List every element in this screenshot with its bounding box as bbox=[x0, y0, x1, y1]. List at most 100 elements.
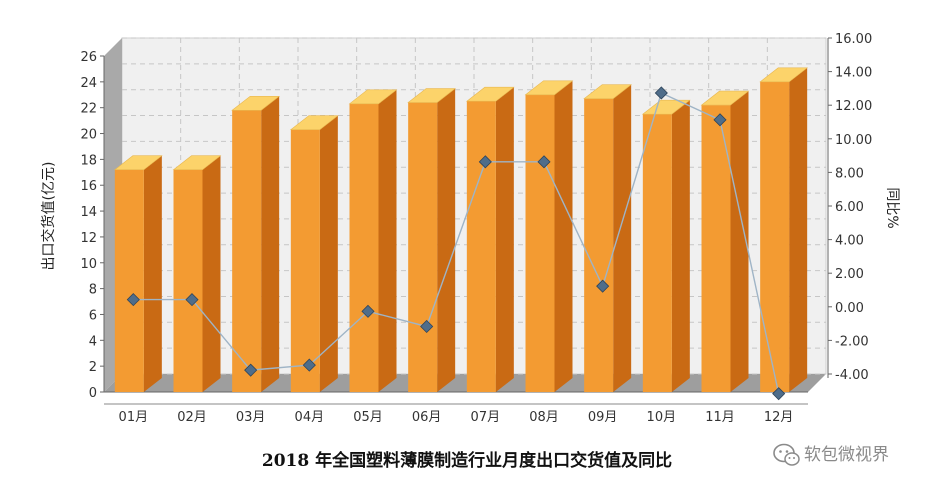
line-point bbox=[654, 86, 668, 100]
bar-top bbox=[289, 115, 339, 130]
y-tick-label: 20 bbox=[80, 128, 97, 143]
bar-side bbox=[554, 80, 573, 393]
tick-labels: 02468101214161820222426-4.00-2.000.002.0… bbox=[80, 32, 872, 425]
y2-tick-label: 16.00 bbox=[835, 32, 872, 47]
bar-side bbox=[730, 91, 749, 392]
x-tick-label: 03月 bbox=[236, 410, 266, 425]
x-tick-label: 11月 bbox=[705, 410, 735, 425]
bar-top bbox=[407, 88, 457, 103]
bar bbox=[231, 95, 281, 393]
bar-side bbox=[495, 87, 514, 392]
bar-front bbox=[525, 94, 555, 393]
bar bbox=[759, 67, 809, 392]
line-point bbox=[361, 304, 375, 318]
bar-top bbox=[524, 80, 574, 96]
x-tick-label: 10月 bbox=[647, 410, 677, 425]
y2-tick-label: 12.00 bbox=[835, 99, 872, 114]
bar-top bbox=[113, 155, 163, 171]
y-tick-label: 10 bbox=[80, 257, 97, 272]
x-tick-label: 04月 bbox=[295, 410, 325, 425]
bar-side bbox=[789, 67, 808, 392]
line-point bbox=[244, 363, 258, 377]
y-tick-label: 4 bbox=[89, 334, 97, 349]
series-line bbox=[133, 91, 780, 394]
bar-side bbox=[613, 84, 632, 393]
bar-top bbox=[641, 99, 691, 115]
x-tick-label: 06月 bbox=[412, 410, 442, 425]
bar-front bbox=[701, 105, 731, 392]
bar-front bbox=[349, 103, 379, 393]
line-point bbox=[537, 155, 551, 169]
y-axis-title: 出口交货值(亿元) bbox=[40, 162, 57, 271]
bar bbox=[348, 89, 398, 393]
bar-front bbox=[584, 98, 614, 393]
bar-front bbox=[760, 81, 790, 392]
bar-front bbox=[232, 110, 262, 393]
bar-top bbox=[759, 67, 809, 83]
y-tick-label: 12 bbox=[80, 231, 97, 246]
bar bbox=[524, 80, 574, 393]
x-tick-label: 05月 bbox=[353, 410, 383, 425]
bar-side bbox=[143, 155, 162, 392]
y2-tick-label: 4.00 bbox=[835, 234, 864, 249]
y2-tick-label: 8.00 bbox=[835, 166, 864, 181]
y2-axis-title: 同比% bbox=[884, 187, 900, 228]
line-point bbox=[713, 113, 727, 127]
chart-title: 2018 年全国塑料薄膜制造行业月度出口交货值及同比 bbox=[262, 450, 672, 471]
bar-side bbox=[671, 100, 690, 393]
x-tick-label: 12月 bbox=[764, 410, 794, 425]
bar-side bbox=[202, 155, 221, 392]
bar-front bbox=[173, 169, 203, 392]
bar bbox=[289, 115, 339, 393]
bar-top bbox=[465, 86, 515, 102]
line-point bbox=[420, 319, 434, 334]
watermark: 软包微视界 bbox=[773, 443, 889, 466]
y-tick-label: 14 bbox=[80, 205, 97, 220]
y-tick-label: 26 bbox=[80, 50, 97, 65]
line-point bbox=[478, 155, 492, 169]
bar-side bbox=[261, 96, 280, 393]
y-tick-label: 0 bbox=[89, 386, 97, 401]
bar bbox=[583, 84, 633, 393]
y2-tick-label: 0.00 bbox=[835, 301, 864, 316]
y-tick-label: 24 bbox=[80, 76, 97, 91]
x-tick-label: 07月 bbox=[471, 410, 501, 425]
y2-tick-label: 10.00 bbox=[835, 133, 872, 148]
y-tick-label: 18 bbox=[80, 153, 97, 168]
bar-top bbox=[348, 89, 398, 105]
y2-tick-label: -4.00 bbox=[835, 368, 869, 383]
bar-side bbox=[378, 89, 397, 393]
x-tick-label: 09月 bbox=[588, 410, 618, 425]
bar-front bbox=[408, 102, 438, 393]
y2-tick-label: 6.00 bbox=[835, 200, 864, 215]
bar bbox=[700, 90, 750, 392]
y2-tick-label: -2.00 bbox=[835, 334, 869, 349]
y-tick-label: 2 bbox=[89, 360, 97, 375]
line-point bbox=[126, 293, 140, 307]
bar-front bbox=[466, 101, 496, 392]
bar bbox=[407, 88, 457, 393]
bar-front bbox=[290, 129, 320, 392]
line-point bbox=[772, 387, 786, 401]
bar-side bbox=[319, 115, 338, 393]
x-tick-label: 08月 bbox=[529, 410, 559, 425]
y2-tick-label: 2.00 bbox=[835, 267, 864, 282]
bar bbox=[465, 86, 515, 392]
bar-top bbox=[700, 90, 750, 106]
bar bbox=[172, 155, 222, 392]
axes bbox=[100, 37, 832, 405]
bar-side bbox=[437, 88, 456, 393]
bar-top bbox=[172, 155, 222, 171]
line-point bbox=[596, 279, 610, 293]
bar-front bbox=[114, 169, 144, 392]
y-tick-label: 22 bbox=[80, 102, 97, 117]
y-tick-label: 16 bbox=[80, 179, 97, 194]
bar-top bbox=[231, 95, 281, 111]
line-point bbox=[302, 358, 316, 372]
bar bbox=[641, 99, 691, 393]
x-tick-label: 02月 bbox=[177, 410, 207, 425]
y-tick-label: 6 bbox=[89, 308, 97, 323]
line-series bbox=[126, 86, 786, 401]
watermark-text: 软包微视界 bbox=[804, 445, 889, 465]
